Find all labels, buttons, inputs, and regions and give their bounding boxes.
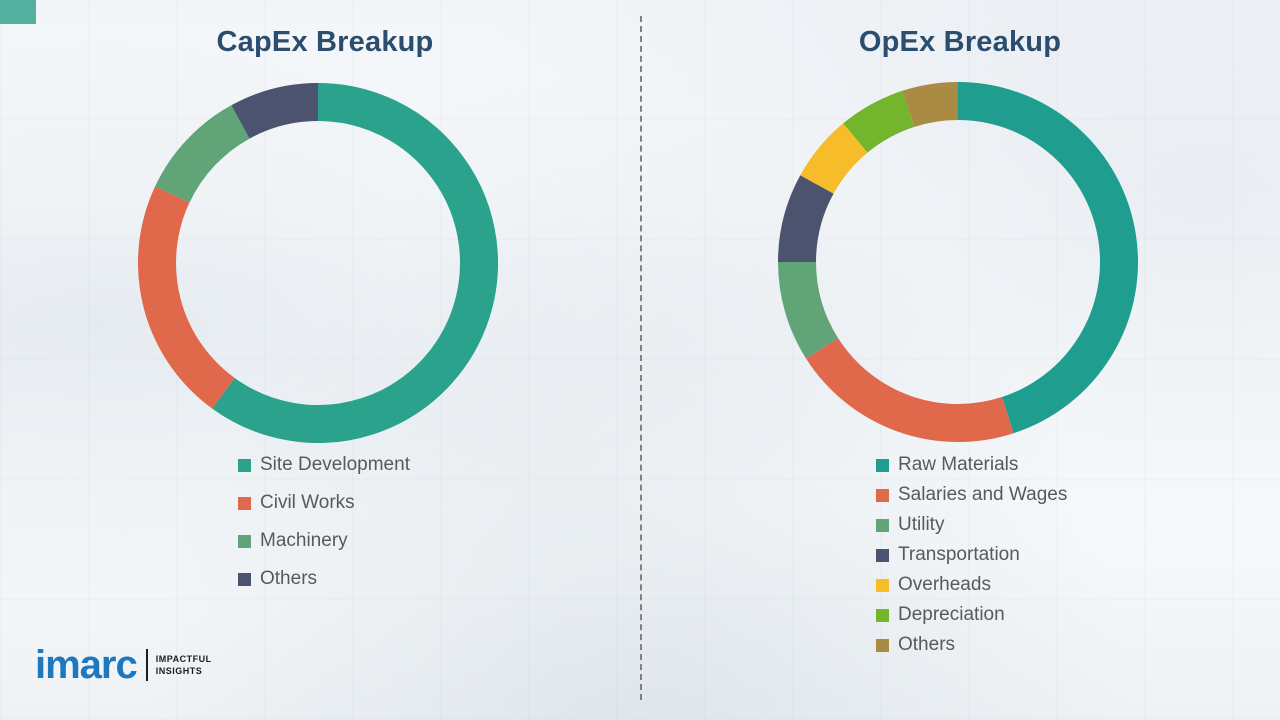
- legend-label: Utility: [898, 514, 945, 535]
- legend-item: Overheads: [876, 570, 1067, 600]
- legend-item: Raw Materials: [876, 450, 1067, 480]
- legend-item: Salaries and Wages: [876, 480, 1067, 510]
- opex-donut-chart: [778, 82, 1138, 442]
- opex-legend: Raw Materials Salaries and Wages Utility Tr…: [876, 450, 1067, 660]
- capex-legend: Site Development Civil Works Machinery Othe…: [238, 446, 410, 598]
- legend-swatch: [876, 638, 889, 652]
- legend-label: Overheads: [898, 574, 991, 595]
- donut-segment-others: [902, 82, 959, 128]
- legend-label: Transportation: [898, 544, 1020, 565]
- tagline-line2: INSIGHTS: [155, 666, 203, 676]
- donut-segment-depreciation: [843, 90, 915, 153]
- legend-label: Depreciation: [898, 604, 1005, 625]
- legend-item: Utility: [876, 510, 1067, 540]
- tagline-line1: IMPACTFUL: [155, 654, 212, 664]
- donut-segment-others: [231, 83, 319, 139]
- legend-swatch: [238, 572, 251, 586]
- opex-chart-title: OpEx Breakup: [858, 26, 1062, 58]
- logo-separator: [145, 649, 148, 681]
- logo-tagline: IMPACTFUL INSIGHTS: [156, 653, 212, 677]
- donut-segment-utility: [778, 261, 839, 359]
- legend-item: Machinery: [238, 522, 410, 560]
- legend-swatch: [876, 488, 889, 502]
- legend-label: Site Development: [260, 454, 410, 475]
- legend-item: Others: [238, 560, 410, 598]
- capex-donut-chart: [138, 83, 498, 443]
- donut-segment-civil-works: [138, 186, 235, 409]
- legend-item: Site Development: [238, 446, 410, 484]
- legend-swatch: [876, 578, 889, 592]
- section-divider: [640, 16, 642, 700]
- legend-swatch: [876, 608, 889, 622]
- legend-swatch: [238, 458, 251, 472]
- capex-chart-title: CapEx Breakup: [216, 26, 434, 58]
- legend-label: Raw Materials: [898, 454, 1019, 475]
- legend-label: Others: [898, 634, 956, 655]
- legend-swatch: [238, 496, 251, 510]
- legend-item: Others: [876, 630, 1067, 660]
- donut-segment-raw-materials: [957, 82, 1138, 434]
- donut-segment-machinery: [155, 105, 251, 203]
- legend-label: Others: [260, 568, 318, 589]
- donut-segment-salaries-and-wages: [806, 337, 1014, 442]
- imarc-logo: imarc IMPACTFUL INSIGHTS: [35, 645, 212, 685]
- legend-swatch: [238, 534, 251, 548]
- legend-label: Salaries and Wages: [898, 484, 1068, 505]
- legend-swatch: [876, 548, 889, 562]
- legend-swatch: [876, 458, 889, 472]
- legend-item: Transportation: [876, 540, 1067, 570]
- legend-item: Civil Works: [238, 484, 410, 522]
- legend-swatch: [876, 518, 889, 532]
- legend-label: Machinery: [260, 530, 348, 551]
- corner-accent: [0, 0, 36, 24]
- donut-segment-site-development: [212, 83, 498, 443]
- donut-segment-overheads: [800, 123, 868, 195]
- legend-label: Civil Works: [260, 492, 355, 513]
- imarc-logo-text: imarc: [35, 643, 138, 687]
- donut-segment-transportation: [778, 175, 834, 263]
- legend-item: Depreciation: [876, 600, 1067, 630]
